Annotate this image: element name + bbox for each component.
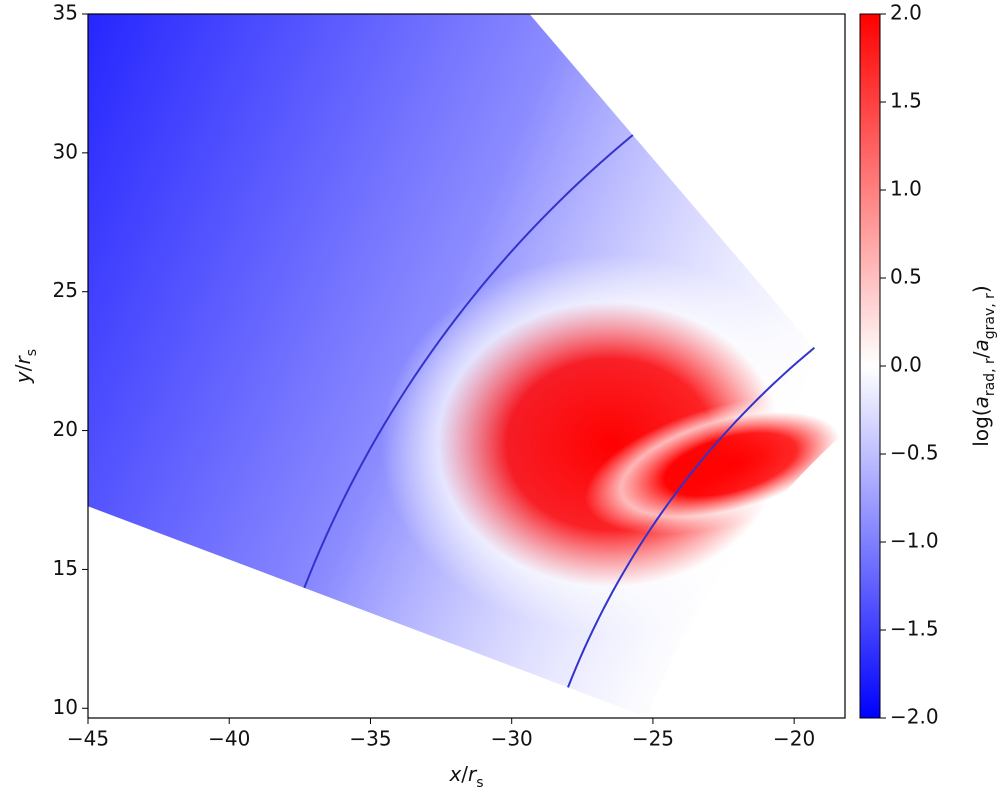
contour <box>567 347 816 688</box>
x-tick-label: −20 <box>773 727 815 751</box>
label-part: / <box>969 351 993 358</box>
x-tick-label: −30 <box>491 727 533 751</box>
field-hot <box>380 254 841 635</box>
heatmap-field <box>88 14 845 718</box>
x-tick-label: −45 <box>67 727 109 751</box>
colorbar-tick-label: 1.5 <box>890 89 922 113</box>
colorbar-tick-label: 2.0 <box>890 1 922 25</box>
colorbar-tick-label: 1.0 <box>890 177 922 201</box>
label-part: log( <box>969 408 993 446</box>
label-part: / <box>461 762 468 786</box>
label-part: grav, r <box>982 293 998 339</box>
colorbar-tick-label: 0.0 <box>890 353 922 377</box>
label-part: r <box>11 354 35 364</box>
y-tick-label: 25 <box>53 278 78 302</box>
label-part: s <box>24 349 40 356</box>
colorbar-tick-label: −0.5 <box>890 441 939 465</box>
y-tick-label: 20 <box>53 417 78 441</box>
colorbar-tick-label: −2.0 <box>890 705 939 729</box>
field <box>88 14 845 718</box>
plot-frame <box>87 13 846 719</box>
label-part: x <box>448 762 461 786</box>
label-part: y <box>11 370 35 384</box>
y-tick-label: 15 <box>53 556 78 580</box>
colorbar-tick-label: −1.5 <box>890 617 939 641</box>
label-part: a <box>969 339 993 351</box>
x-tick-label: −25 <box>632 727 674 751</box>
y-tick-label: 30 <box>53 139 78 163</box>
x-tick-label: −35 <box>349 727 391 751</box>
label-part: / <box>11 364 35 371</box>
label-part: ) <box>969 285 993 293</box>
contour <box>303 134 634 589</box>
x-tick-label: −40 <box>208 727 250 751</box>
axis-label: log(arad, r/agrav, r) <box>969 285 999 446</box>
colorbar-tick-label: 0.5 <box>890 265 922 289</box>
label-part: s <box>476 775 483 791</box>
label-part: a <box>969 396 993 408</box>
colorbar-tick-label: −1.0 <box>890 529 939 553</box>
y-tick-label: 35 <box>53 1 78 25</box>
label-part: r <box>468 762 478 786</box>
axis-label: x/rs <box>448 762 483 792</box>
label-part: rad, r <box>982 358 998 396</box>
axis-label: y/rs <box>11 349 41 384</box>
y-tick-label: 10 <box>53 695 78 719</box>
colorbar <box>859 13 881 719</box>
